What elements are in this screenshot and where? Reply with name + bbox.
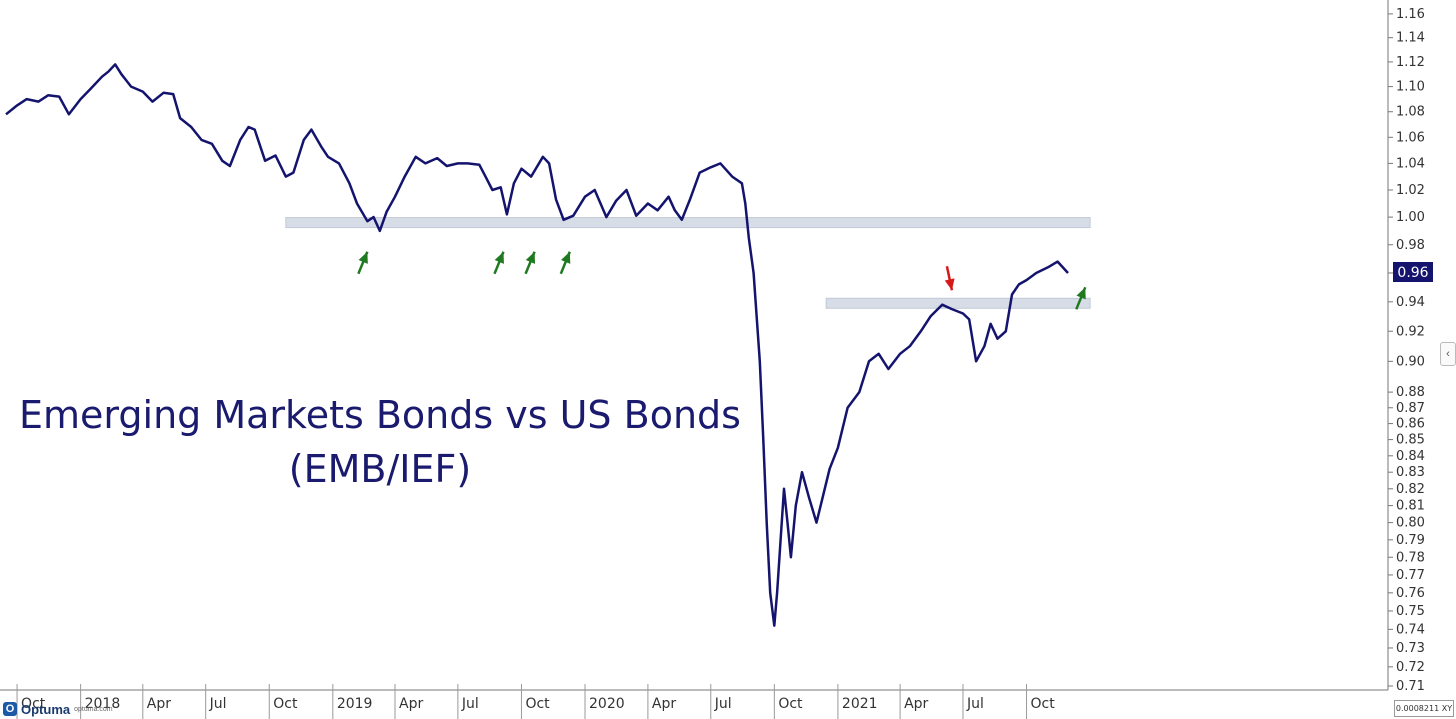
y-tick-label: 0.86 — [1396, 417, 1425, 432]
y-tick-label: 0.72 — [1396, 660, 1425, 675]
y-tick-label: 0.75 — [1396, 604, 1425, 619]
y-tick-label: 1.04 — [1396, 156, 1425, 171]
annotation-arrow — [357, 251, 369, 275]
y-tick-label: 0.88 — [1396, 385, 1425, 400]
series-line — [5, 63, 1069, 627]
y-tick-label: 1.06 — [1396, 130, 1425, 145]
x-axis: Oct 2018 Apr Jul Oct 2019 Apr Jul Oct 2020 Apr Jul O… — [16, 684, 1056, 719]
y-tick-label: 1.16 — [1396, 7, 1425, 22]
y-axis: 1.16 1.14 1.12 1.10 1.08 1.06 1.04 1.02 1.00 0.98… — [1388, 7, 1425, 694]
x-tick-label: Jul — [714, 696, 732, 712]
y-tick-label: 0.81 — [1396, 499, 1425, 514]
annotation-arrow — [559, 251, 571, 275]
arrow-head — [561, 251, 571, 264]
arrow-head — [525, 251, 536, 264]
y-tick-label: 1.12 — [1396, 55, 1425, 70]
y-tick-label: 0.77 — [1396, 568, 1425, 583]
xy-readout[interactable]: 0.0008211 XY — [1394, 700, 1454, 717]
support-band — [825, 297, 1091, 309]
annotation-arrow — [944, 265, 955, 291]
annotation-arrow — [1075, 286, 1087, 310]
x-tick-label: 2019 — [337, 696, 373, 712]
annotation-arrows — [357, 251, 1087, 310]
y-tick-label: 1.08 — [1396, 105, 1425, 120]
x-tick-label: Oct — [21, 696, 46, 712]
y-tick-label: 0.79 — [1396, 533, 1425, 548]
x-tick-label: Jul — [461, 696, 479, 712]
x-tick-label: Oct — [273, 696, 298, 712]
x-tick-label: Jul — [209, 696, 227, 712]
y-tick-label: 0.73 — [1396, 641, 1425, 656]
chart-title-line-2: (EMB/IEF) — [289, 447, 471, 491]
brand-name: Optuma — [21, 701, 71, 717]
y-tick-label: 0.94 — [1396, 295, 1425, 310]
support-bands — [285, 217, 1091, 309]
annotation-arrow — [524, 251, 536, 275]
x-tick-label: Apr — [904, 696, 928, 712]
annotation-arrow — [493, 251, 505, 275]
y-tick-label: 0.90 — [1396, 354, 1425, 369]
optuma-branding: O Optuma optuma.com — [3, 700, 113, 718]
y-tick-label: 0.78 — [1396, 550, 1425, 565]
arrow-head — [1076, 287, 1086, 300]
last-value-box — [1393, 262, 1433, 282]
x-tick-label: 2021 — [842, 696, 878, 712]
y-tick-label: 1.00 — [1396, 210, 1425, 225]
x-tick-label: 2018 — [85, 696, 121, 712]
brand-url: optuma.com — [74, 705, 113, 713]
y-tick-label: 0.87 — [1396, 401, 1425, 416]
optuma-logo-icon: O — [3, 702, 17, 716]
y-tick-label: 0.85 — [1396, 433, 1425, 448]
y-tick-label: 1.14 — [1396, 31, 1425, 46]
x-tick-label: Apr — [147, 696, 171, 712]
x-tick-label: Oct — [778, 696, 803, 712]
y-tick-label: 1.02 — [1396, 183, 1425, 198]
x-tick-label: Oct — [525, 696, 550, 712]
x-tick-label: Oct — [1031, 696, 1056, 712]
y-tick-label: 0.74 — [1396, 622, 1425, 637]
chart-title-line-1: Emerging Markets Bonds vs US Bonds — [19, 393, 741, 437]
arrow-head — [494, 251, 504, 264]
y-tick-label: 0.76 — [1396, 586, 1425, 601]
x-tick-label: 2020 — [589, 696, 625, 712]
x-tick-label: Apr — [652, 696, 676, 712]
last-value-label: 0.96 — [1397, 265, 1428, 281]
chevron-left-icon[interactable]: ‹ — [1440, 342, 1456, 366]
x-tick-label: Jul — [966, 696, 984, 712]
last-value-marker: 0.96 — [1393, 262, 1433, 282]
arrow-head — [944, 278, 955, 291]
y-tick-label: 0.80 — [1396, 516, 1425, 531]
plot-background — [0, 0, 1388, 690]
support-band — [285, 217, 1091, 229]
y-tick-label: 0.82 — [1396, 482, 1425, 497]
y-tick-label: 0.98 — [1396, 238, 1425, 253]
x-tick-label: Apr — [399, 696, 423, 712]
y-tick-label: 1.10 — [1396, 80, 1425, 95]
y-tick-label: 0.83 — [1396, 465, 1425, 480]
series-layer — [5, 63, 1069, 627]
y-tick-label: 0.71 — [1396, 679, 1425, 694]
y-tick-label: 0.84 — [1396, 449, 1425, 464]
arrow-head — [358, 251, 368, 264]
y-tick-label: 0.92 — [1396, 324, 1425, 339]
